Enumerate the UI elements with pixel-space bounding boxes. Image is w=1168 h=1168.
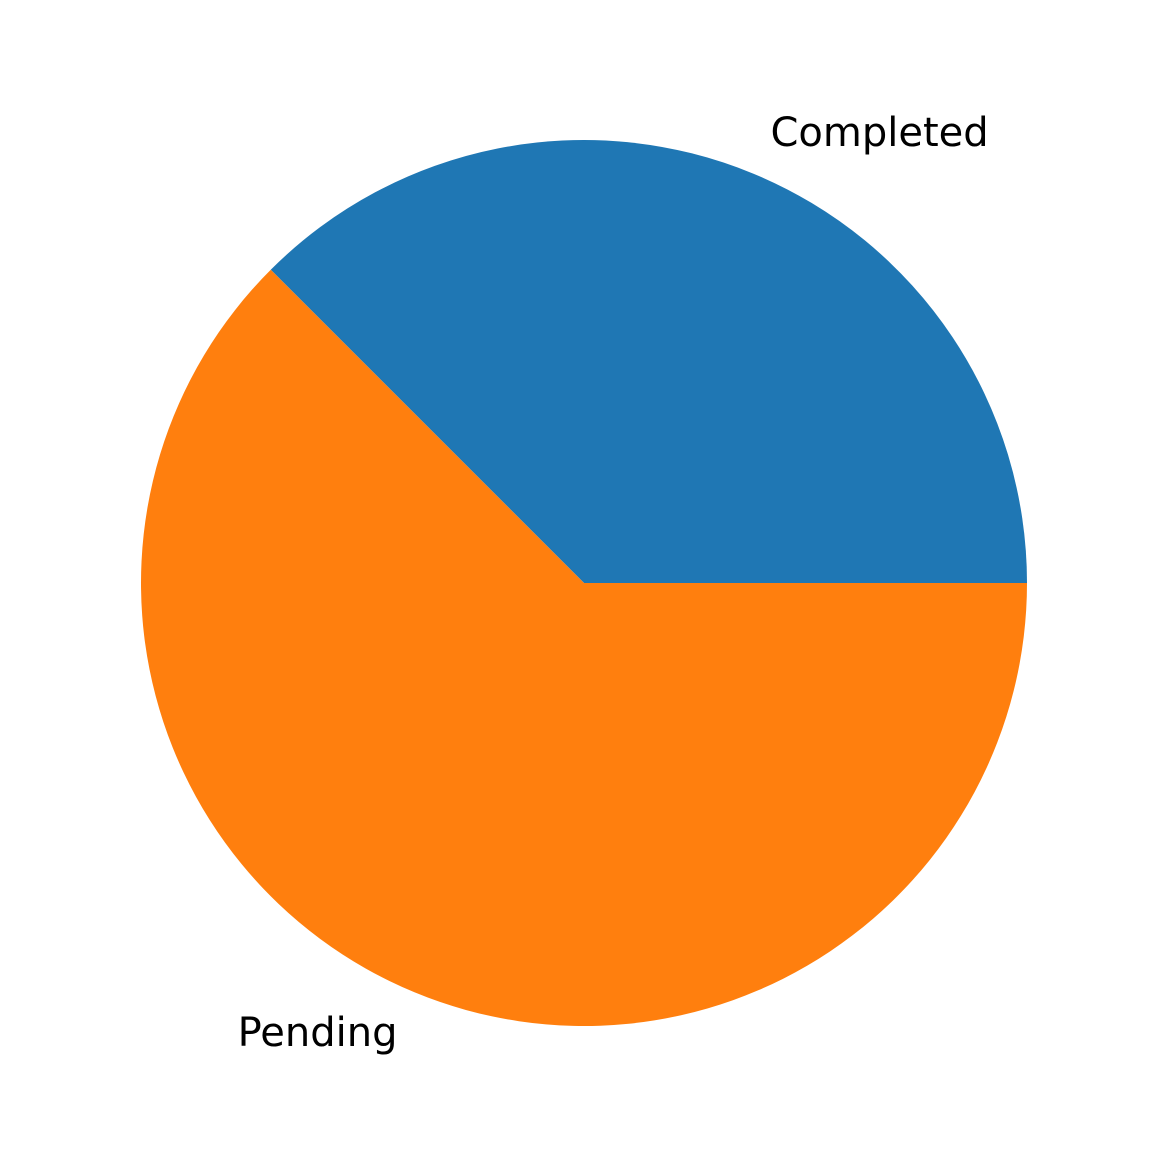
slice-label-pending: Pending <box>238 1010 398 1056</box>
slice-label-completed: Completed <box>770 110 988 156</box>
pie-slice-pending <box>141 269 1027 1026</box>
pie-slice-completed <box>270 139 1027 583</box>
pie-labels: Completed Pending <box>238 110 989 1056</box>
pie-slices <box>141 139 1027 1026</box>
